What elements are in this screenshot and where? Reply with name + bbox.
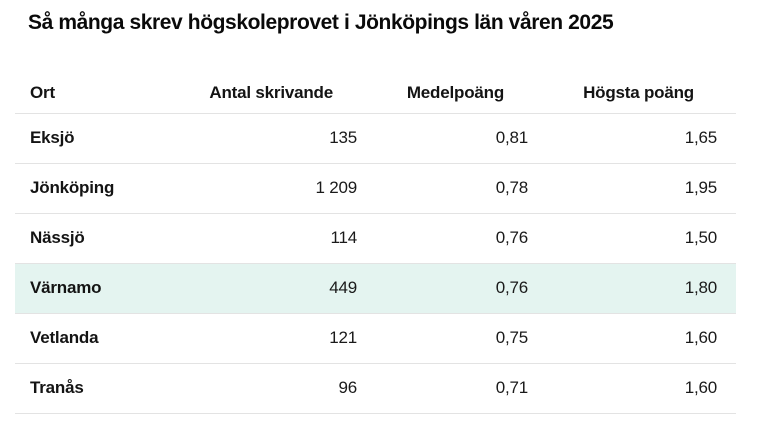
cell-hogsta-poang: 1,60 xyxy=(532,313,736,364)
cell-hogsta-poang: 1,80 xyxy=(532,263,736,314)
cell-hogsta-poang: 1,65 xyxy=(532,113,736,164)
cell-antal: 135 xyxy=(205,113,361,164)
column-header-antal-skrivande: Antal skrivande xyxy=(205,73,361,114)
cell-ort: Tranås xyxy=(15,363,205,414)
table-body: Eksjö 135 0,81 1,65 Jönköping 1 209 0,78… xyxy=(15,113,736,414)
table-row-eksjo: Eksjö 135 0,81 1,65 xyxy=(15,113,736,164)
cell-medelpoang: 0,78 xyxy=(361,163,532,214)
cell-medelpoang: 0,71 xyxy=(361,363,532,414)
cell-medelpoang: 0,75 xyxy=(361,313,532,364)
cell-medelpoang: 0,76 xyxy=(361,263,532,314)
cell-antal: 1 209 xyxy=(205,163,361,214)
cell-ort: Eksjö xyxy=(15,113,205,164)
cell-ort: Vetlanda xyxy=(15,313,205,364)
cell-antal: 121 xyxy=(205,313,361,364)
cell-medelpoang: 0,81 xyxy=(361,113,532,164)
chart-title: Så många skrev högskoleprovet i Jönköpin… xyxy=(28,11,614,34)
cell-antal: 96 xyxy=(205,363,361,414)
column-header-hogsta-poang: Högsta poäng xyxy=(532,73,736,114)
cell-hogsta-poang: 1,95 xyxy=(532,163,736,214)
cell-ort: Nässjö xyxy=(15,213,205,264)
table-row-tranas: Tranås 96 0,71 1,60 xyxy=(15,363,736,414)
stats-table-container: Ort Antal skrivande Medelpoäng Högsta po… xyxy=(15,73,736,414)
table-row-varnamo-highlighted: Värnamo 449 0,76 1,80 xyxy=(15,263,736,314)
cell-ort: Jönköping xyxy=(15,163,205,214)
cell-hogsta-poang: 1,50 xyxy=(532,213,736,264)
table-row-vetlanda: Vetlanda 121 0,75 1,60 xyxy=(15,313,736,364)
cell-antal: 449 xyxy=(205,263,361,314)
header-row: Ort Antal skrivande Medelpoäng Högsta po… xyxy=(15,73,736,114)
column-header-medelpoang: Medelpoäng xyxy=(361,73,532,114)
stats-table: Ort Antal skrivande Medelpoäng Högsta po… xyxy=(15,73,736,414)
table-row-jonkoping: Jönköping 1 209 0,78 1,95 xyxy=(15,163,736,214)
cell-hogsta-poang: 1,60 xyxy=(532,363,736,414)
cell-antal: 114 xyxy=(205,213,361,264)
cell-ort: Värnamo xyxy=(15,263,205,314)
table-row-nassjo: Nässjö 114 0,76 1,50 xyxy=(15,213,736,264)
column-header-ort: Ort xyxy=(15,73,205,114)
table-header: Ort Antal skrivande Medelpoäng Högsta po… xyxy=(15,73,736,114)
cell-medelpoang: 0,76 xyxy=(361,213,532,264)
